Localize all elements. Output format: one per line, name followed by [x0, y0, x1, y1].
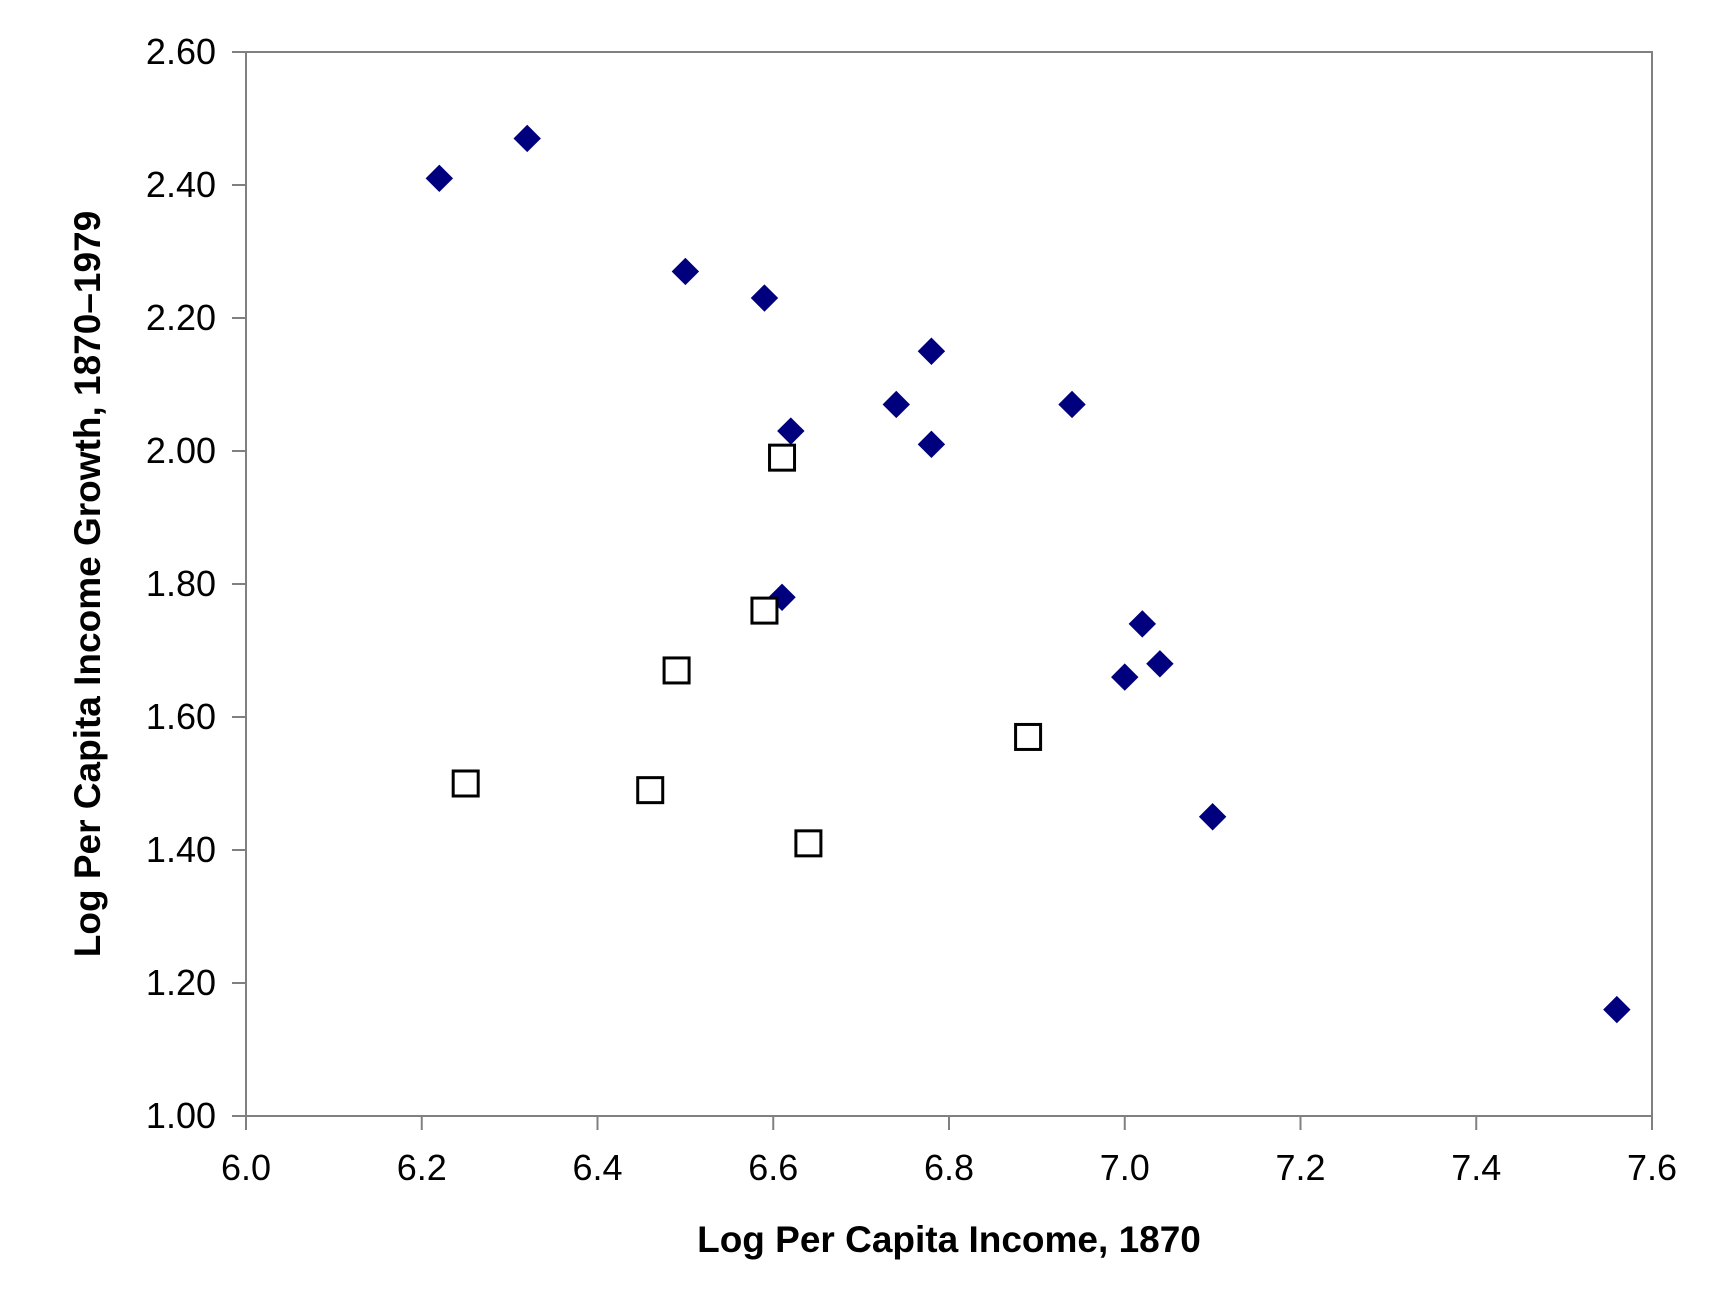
- square-point: [662, 656, 691, 685]
- data-points: [425, 124, 1631, 1024]
- x-tick-label: 7.0: [1100, 1147, 1150, 1188]
- y-tick-label: 2.60: [146, 31, 216, 72]
- diamond-point: [425, 164, 454, 193]
- diamond-point: [1111, 663, 1139, 691]
- square-point: [750, 596, 779, 625]
- y-tick-label: 1.40: [146, 829, 216, 870]
- square-point: [451, 769, 480, 798]
- x-tick-label: 6.8: [924, 1147, 974, 1188]
- square-point: [636, 776, 665, 805]
- diamond-point: [1058, 390, 1086, 419]
- y-tick-label: 1.00: [146, 1095, 216, 1136]
- y-tick-label: 2.20: [146, 297, 216, 338]
- diamond-point: [1198, 803, 1227, 831]
- x-axis-title: Log Per Capita Income, 1870: [697, 1219, 1201, 1260]
- y-axis: 1.00 1.20 1.40 1.60 1.80 2.00 2.20 2.40 2.60: [146, 31, 246, 1136]
- y-tick-label: 1.80: [146, 563, 216, 604]
- diamond-point: [882, 390, 910, 419]
- x-tick-label: 7.4: [1451, 1147, 1501, 1188]
- y-axis-title: Log Per Capita Income Growth, 1870–1979: [67, 211, 108, 957]
- x-axis: 6.0 6.2 6.4 6.6 6.8 7.0 7.2 7.4 7.6: [221, 1116, 1677, 1188]
- x-tick-label: 7.6: [1627, 1147, 1677, 1188]
- diamond-point: [917, 337, 946, 365]
- x-tick-label: 6.6: [748, 1147, 798, 1188]
- square-point: [1014, 722, 1043, 751]
- x-tick-label: 7.2: [1275, 1147, 1325, 1188]
- plot-frame: [245, 51, 1653, 1117]
- diamond-point: [750, 284, 779, 312]
- x-tick-label: 6.2: [397, 1147, 447, 1188]
- y-tick-label: 1.60: [146, 696, 216, 737]
- diamond-point: [1128, 610, 1157, 638]
- diamond-point: [1146, 650, 1174, 678]
- x-tick-label: 6.0: [221, 1147, 271, 1188]
- diamond-point: [1603, 995, 1631, 1024]
- diamond-point: [777, 417, 805, 445]
- diamond-point: [513, 124, 541, 153]
- y-tick-label: 1.20: [146, 962, 216, 1003]
- diamond-point: [917, 430, 946, 459]
- x-tick-label: 6.4: [572, 1147, 622, 1188]
- y-tick-label: 2.00: [146, 430, 216, 471]
- y-tick-label: 2.40: [146, 164, 216, 205]
- square-point: [794, 829, 823, 858]
- diamond-point: [671, 257, 700, 286]
- square-point: [768, 443, 797, 472]
